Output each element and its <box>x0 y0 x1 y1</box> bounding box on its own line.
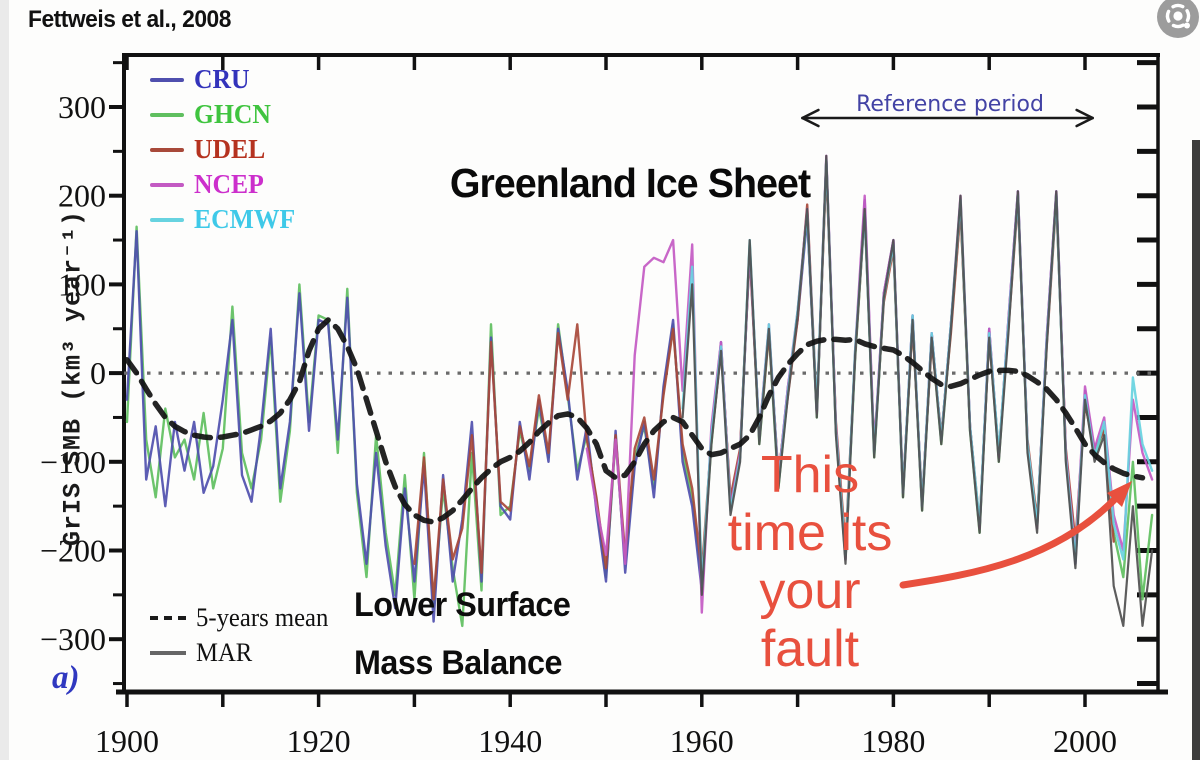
legend-label: 5-years mean <box>196 602 329 632</box>
cru-line-swatch <box>150 77 184 82</box>
chart-subtitle-line1: Lower Surface <box>354 586 571 624</box>
legend-item-mar: MAR <box>150 635 335 670</box>
handwritten-annotation: This time its your fault <box>693 446 927 678</box>
legend-label: GHCN <box>194 99 271 129</box>
solid-line-swatch <box>150 650 186 655</box>
legend-item-5yr-mean: 5-years mean <box>150 600 335 635</box>
svg-text:1920: 1920 <box>287 723 351 759</box>
legend-label: ECMWF <box>194 204 296 234</box>
svg-text:1940: 1940 <box>478 723 542 759</box>
screen-edge-strip <box>1192 140 1200 760</box>
svg-text:300: 300 <box>58 89 106 125</box>
svg-text:1900: 1900 <box>95 723 159 759</box>
annotation-line: fault <box>760 620 860 678</box>
svg-text:−100: −100 <box>40 444 106 480</box>
svg-text:2000: 2000 <box>1053 723 1117 759</box>
svg-text:−300: −300 <box>40 621 106 657</box>
udel-line-swatch <box>150 147 184 152</box>
legend-item-ncep: NCEP <box>150 167 300 202</box>
source-citation: Fettweis et al., 2008 <box>28 6 231 33</box>
legend-label: UDEL <box>194 134 266 164</box>
legend-label: CRU <box>194 64 250 94</box>
svg-text:−200: −200 <box>40 533 106 569</box>
legend-label: NCEP <box>194 169 264 199</box>
chart-title: Greenland Ice Sheet <box>449 160 811 206</box>
lens-button[interactable] <box>1150 0 1200 51</box>
panel-label: a) <box>52 660 80 696</box>
annotation-line: time its <box>727 504 893 562</box>
svg-text:1980: 1980 <box>861 723 925 759</box>
reference-period-label: Reference period <box>856 92 1044 117</box>
dashed-line-swatch <box>150 615 186 620</box>
line-style-legend: 5-years mean MAR <box>150 600 335 670</box>
annotation-line: This <box>760 446 860 504</box>
svg-text:0: 0 <box>90 355 106 391</box>
ncep-line-swatch <box>150 182 184 187</box>
legend-item-udel: UDEL <box>150 132 300 167</box>
ghcn-line-swatch <box>150 112 184 117</box>
legend-item-cru: CRU <box>150 62 300 97</box>
chart-subtitle-line2: Mass Balance <box>354 644 562 682</box>
y-axis-label: GrIS SMB (km³ year⁻¹) <box>58 209 88 547</box>
lens-icon <box>1157 0 1199 38</box>
annotation-line: your <box>759 562 861 620</box>
legend-item-ghcn: GHCN <box>150 97 300 132</box>
dataset-legend: CRU GHCN UDEL NCEP ECMWF <box>150 62 300 237</box>
legend-label: MAR <box>196 637 253 667</box>
svg-text:100: 100 <box>58 266 106 302</box>
svg-text:200: 200 <box>58 178 106 214</box>
ecmwf-line-swatch <box>150 217 184 222</box>
legend-item-ecmwf: ECMWF <box>150 202 300 237</box>
svg-text:1960: 1960 <box>670 723 734 759</box>
left-margin-strip <box>0 0 9 760</box>
